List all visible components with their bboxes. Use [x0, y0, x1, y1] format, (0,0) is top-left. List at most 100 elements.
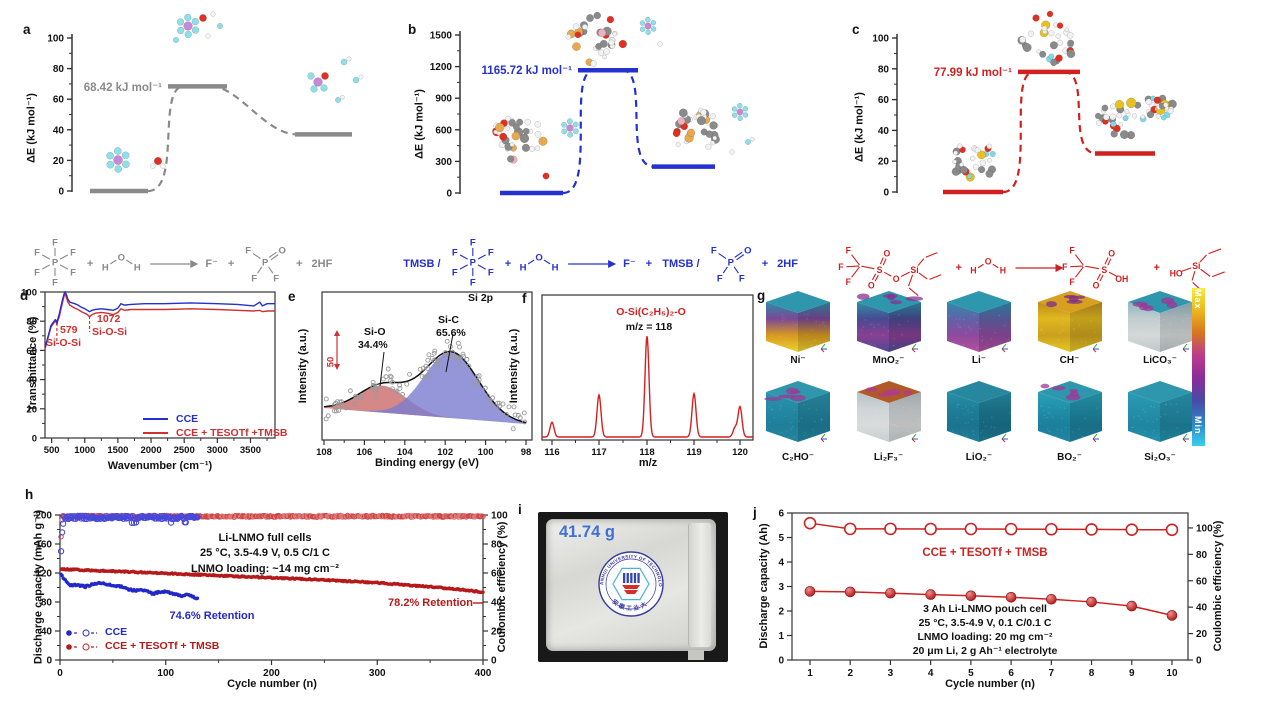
svg-text:3000: 3000 [207, 445, 228, 456]
svg-text:O: O [1108, 248, 1115, 258]
svg-text:600: 600 [435, 125, 452, 136]
svg-text:+: + [505, 258, 511, 270]
svg-text:118: 118 [639, 447, 654, 458]
tofsims-cube-7 [856, 381, 921, 443]
svg-text:H: H [1000, 266, 1006, 276]
svg-text:P: P [52, 257, 59, 268]
panel-e-letter: e [288, 289, 296, 304]
cube-label: Ni⁻ [790, 355, 806, 366]
svg-text:7: 7 [1049, 668, 1055, 679]
svg-text:60: 60 [878, 95, 890, 106]
svg-text:0: 0 [446, 189, 452, 200]
panel-e-xlabel: Binding energy (eV) [375, 457, 479, 469]
svg-text:F: F [273, 273, 279, 284]
xps-sio-label: Si-O [364, 326, 386, 338]
cube-label: BO₂⁻ [1057, 452, 1082, 463]
svg-text:6: 6 [778, 509, 784, 520]
svg-text:S: S [1101, 265, 1107, 275]
svg-text:H: H [552, 262, 559, 273]
ftir-peak-1072-assignment: Si-O-Si [92, 326, 128, 338]
pouch-seal-edge [688, 523, 711, 647]
pouch-cell-photo: 41.74 g ANHUI UNIVERSITY OF TECHNOLOGY安徽… [538, 512, 728, 662]
svg-text:40: 40 [41, 627, 53, 638]
svg-text:+: + [296, 258, 302, 270]
svg-text:500: 500 [44, 445, 60, 456]
svg-text:116: 116 [544, 447, 559, 458]
svg-text:Si: Si [910, 265, 918, 275]
tofsims-cube-2 [856, 291, 923, 353]
svg-text:80: 80 [1196, 550, 1208, 561]
svg-text:3: 3 [778, 582, 784, 593]
svg-text:0: 0 [57, 668, 63, 679]
panel-d-letter: d [20, 288, 29, 303]
svg-text:80: 80 [491, 540, 503, 551]
svg-text:F⁻: F⁻ [205, 258, 218, 270]
ms-species-label: O-Si(C₂H₅)₂-O [616, 306, 686, 318]
svg-text:P: P [470, 257, 477, 268]
cube-label: LiCO₃⁻ [1143, 355, 1177, 366]
svg-text:40: 40 [53, 125, 65, 136]
svg-text:60: 60 [491, 569, 503, 580]
svg-text:6: 6 [1008, 668, 1014, 679]
svg-text:F: F [251, 273, 257, 284]
svg-text:S: S [877, 265, 883, 275]
panel-g-letter: g [757, 288, 766, 303]
svg-text:F: F [470, 277, 476, 288]
pouch-tab [688, 650, 704, 660]
svg-text:100: 100 [157, 668, 174, 679]
cube-label: Li₂F₃⁻ [873, 452, 904, 463]
svg-text:5: 5 [778, 533, 784, 544]
svg-text:P: P [262, 257, 269, 268]
svg-text:5: 5 [968, 668, 974, 679]
j-annotation-1: 3 Ah Li-LNMO pouch cell [923, 603, 1047, 615]
svg-text:200: 200 [263, 668, 280, 679]
svg-text:2HF: 2HF [777, 258, 798, 270]
xps-sic-pct: 65.6% [436, 327, 466, 339]
svg-text:F: F [488, 267, 494, 278]
svg-text:300: 300 [435, 157, 452, 168]
svg-text:F: F [846, 246, 852, 256]
svg-text:20: 20 [53, 156, 65, 167]
svg-text:F: F [70, 267, 76, 278]
svg-text:60: 60 [26, 346, 37, 357]
tofsims-cube-4 [1037, 291, 1102, 353]
panel-c-letter: c [852, 22, 860, 37]
svg-text:OH: OH [1115, 274, 1128, 284]
svg-text:F: F [1069, 246, 1075, 256]
svg-text:160: 160 [35, 540, 52, 551]
panel-f-mass-spectrum: 116 117 118 119 120 [541, 294, 754, 458]
svg-text:0: 0 [491, 656, 497, 667]
tofsims-cube-9 [1037, 381, 1102, 443]
svg-text:+: + [87, 258, 93, 270]
svg-text:117: 117 [591, 447, 606, 458]
h-legend-cce: CCE [105, 626, 128, 638]
tofsims-cube-10 [1128, 381, 1192, 443]
svg-text:3: 3 [888, 668, 894, 679]
ftir-peak-1072: 1072 [97, 313, 121, 325]
svg-text:100: 100 [21, 288, 37, 299]
h-retention-modified: 78.2% Retention [388, 597, 473, 609]
cube-label: Si₂O₃⁻ [1144, 452, 1176, 463]
svg-text:HO: HO [1170, 269, 1183, 279]
svg-text:1500: 1500 [107, 445, 128, 456]
tofsims-cube-8 [947, 381, 1011, 443]
svg-text:20: 20 [26, 404, 37, 415]
tofsims-cube-1 [766, 291, 830, 353]
svg-text:H: H [970, 266, 976, 276]
tofsims-colorbar [1192, 288, 1205, 446]
cube-label: Li⁻ [971, 355, 987, 366]
svg-text:TMSB /: TMSB / [662, 258, 699, 270]
svg-text:102: 102 [437, 447, 453, 458]
h-retention-cce: 74.6% Retention [169, 610, 255, 622]
svg-text:0: 0 [46, 656, 52, 667]
svg-text:TMSB /: TMSB / [403, 258, 440, 270]
j-annotation-3: LNMO loading: 20 mg cm⁻² [917, 631, 1053, 643]
pouch-weight-label: 41.74 g [559, 523, 615, 541]
svg-text:300: 300 [369, 668, 386, 679]
svg-text:8: 8 [1089, 668, 1095, 679]
xps-sio-pct: 34.4% [358, 339, 388, 351]
svg-text:O: O [868, 280, 875, 290]
